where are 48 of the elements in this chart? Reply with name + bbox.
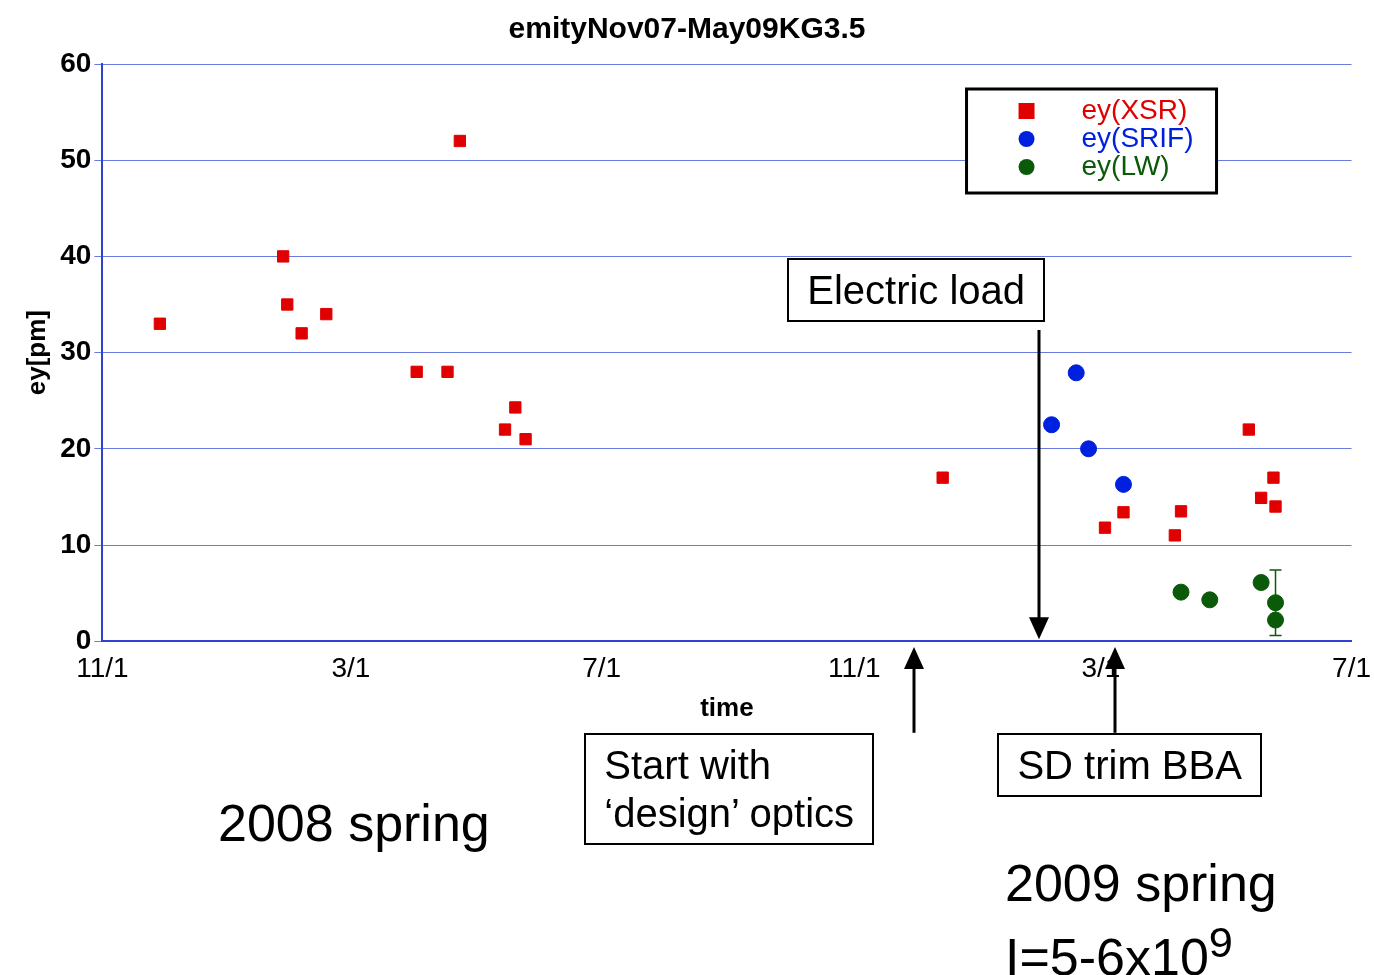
point bbox=[320, 307, 333, 321]
y-axis-title: ey[pm] bbox=[20, 309, 51, 396]
point bbox=[153, 317, 167, 330]
point bbox=[441, 365, 454, 378]
y-tick-label: 20 bbox=[60, 431, 92, 463]
legend-label: ey(XSR) bbox=[1081, 93, 1188, 125]
point bbox=[1269, 500, 1282, 513]
point bbox=[498, 423, 512, 436]
point bbox=[1267, 594, 1285, 612]
point bbox=[1168, 529, 1181, 542]
point bbox=[295, 327, 308, 340]
x-tick-label: 7/1 bbox=[582, 651, 622, 683]
y-tick-label: 10 bbox=[60, 527, 92, 559]
point bbox=[936, 471, 949, 484]
text: Start with ‘design’ optics bbox=[584, 733, 875, 845]
point bbox=[1172, 583, 1190, 601]
point bbox=[453, 134, 466, 148]
point bbox=[1252, 574, 1270, 592]
y-tick-label: 40 bbox=[60, 239, 92, 271]
point bbox=[509, 401, 522, 414]
y-tick-label: 50 bbox=[60, 142, 92, 174]
point bbox=[1174, 505, 1188, 518]
text: 2009 spring bbox=[1005, 853, 1277, 913]
point bbox=[1117, 506, 1130, 519]
point bbox=[1043, 416, 1061, 434]
point bbox=[1114, 475, 1132, 493]
annotation: Electric load bbox=[787, 258, 1046, 322]
point bbox=[1080, 440, 1098, 458]
point bbox=[1067, 364, 1085, 382]
point bbox=[519, 433, 532, 446]
point bbox=[281, 298, 294, 311]
point bbox=[1267, 471, 1280, 484]
point bbox=[1201, 591, 1219, 609]
point bbox=[1254, 491, 1268, 505]
text: SD trim BBA bbox=[997, 733, 1262, 797]
x-axis-title: time bbox=[700, 691, 754, 722]
y-tick-label: 30 bbox=[60, 335, 92, 367]
y-tick-label: 60 bbox=[60, 46, 92, 78]
x-tick-label: 7/1 bbox=[1332, 651, 1372, 683]
point bbox=[276, 250, 290, 263]
chart-title: emityNov07-May09KG3.5 bbox=[508, 11, 866, 45]
point bbox=[1242, 423, 1255, 436]
x-tick-label: 11/1 bbox=[828, 651, 881, 683]
point bbox=[1267, 611, 1285, 629]
point bbox=[410, 365, 423, 378]
point bbox=[1098, 521, 1112, 534]
x-tick-label: 3/1 bbox=[331, 651, 371, 683]
text: 2008 spring bbox=[218, 793, 490, 853]
